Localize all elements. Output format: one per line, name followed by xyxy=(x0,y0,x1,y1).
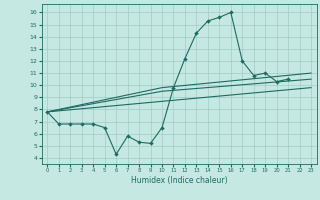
X-axis label: Humidex (Indice chaleur): Humidex (Indice chaleur) xyxy=(131,176,228,185)
